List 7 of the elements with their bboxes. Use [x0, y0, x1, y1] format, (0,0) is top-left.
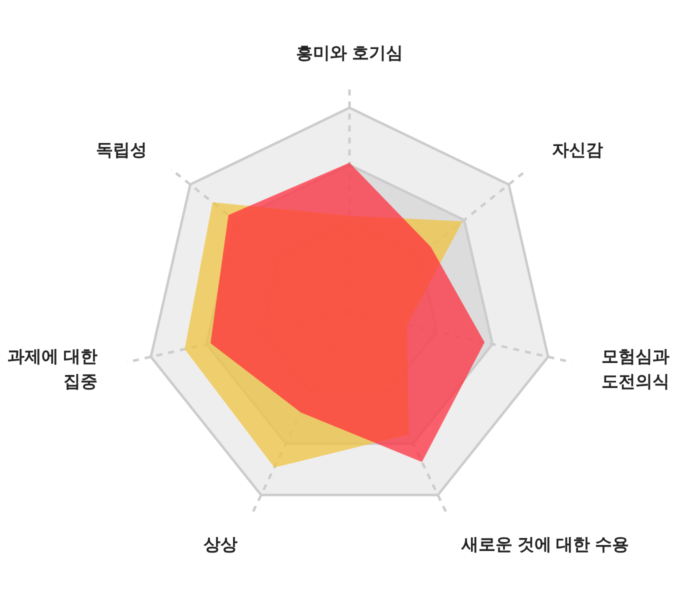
spoke-label: 자신감	[552, 140, 603, 160]
spoke-label: 상상	[203, 535, 238, 554]
spoke-label: 과제에 대한 집중	[8, 347, 98, 391]
spoke-label: 모험심과 도전의식	[602, 347, 670, 391]
spoke-label: 독립성	[96, 140, 148, 160]
spoke-label: 새로운 것에 대한 수용	[460, 535, 629, 554]
spoke-label: 흥미와 호기심	[296, 43, 403, 62]
